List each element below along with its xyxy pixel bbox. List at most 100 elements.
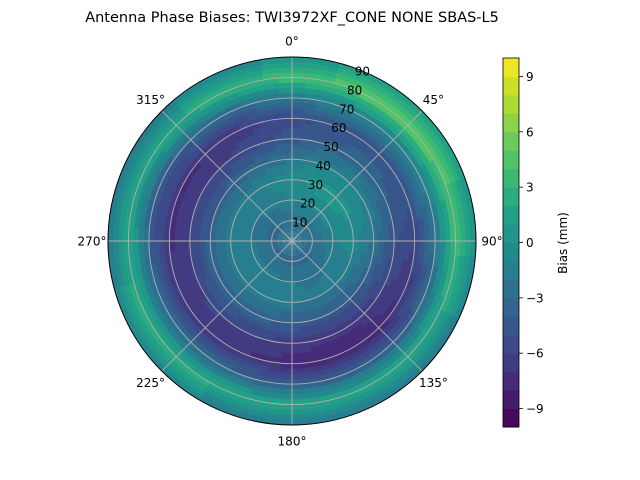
- heatmap-cell: [198, 301, 210, 314]
- heatmap-cell: [214, 266, 223, 276]
- heatmap-cell: [276, 244, 283, 248]
- heatmap-cell: [282, 235, 288, 239]
- heatmap-cell: [276, 393, 292, 401]
- heatmap-cell: [384, 286, 395, 299]
- heatmap-cell: [171, 160, 184, 175]
- heatmap-cell: [185, 169, 197, 183]
- heatmap-cell: [283, 189, 289, 196]
- heatmap-cell: [137, 279, 148, 296]
- heatmap-cell: [282, 205, 287, 212]
- heatmap-cell: [124, 147, 139, 166]
- heatmap-cell: [285, 163, 293, 170]
- heatmap-cell: [252, 341, 265, 351]
- heatmap-cell: [332, 241, 339, 246]
- heatmap-cell: [353, 241, 360, 248]
- heatmap-cell: [331, 389, 349, 400]
- heatmap-cell: [335, 72, 354, 84]
- heatmap-cell: [228, 62, 248, 73]
- heatmap-cell: [284, 312, 292, 319]
- heatmap-cell: [198, 281, 208, 293]
- heatmap-cell: [292, 199, 297, 206]
- heatmap-cell: [150, 109, 167, 127]
- heatmap-cell: [172, 110, 189, 126]
- heatmap-cell: [128, 165, 140, 184]
- heatmap-cell: [325, 311, 336, 321]
- heatmap-cell: [275, 143, 285, 151]
- heatmap-cell: [283, 243, 289, 248]
- heatmap-cell: [280, 259, 286, 266]
- azimuth-tick-label: 180°: [278, 435, 307, 449]
- heatmap-cell: [277, 184, 284, 192]
- heatmap-cell: [290, 347, 302, 355]
- heatmap-cell: [274, 190, 281, 198]
- heatmap-cell: [312, 253, 320, 260]
- heatmap-cell: [351, 223, 359, 231]
- heatmap-cell: [271, 233, 278, 238]
- heatmap-cell: [235, 249, 243, 256]
- heatmap-cell: [296, 241, 303, 244]
- heatmap-cell: [278, 246, 284, 251]
- heatmap-cell: [331, 87, 348, 98]
- heatmap-cell: [153, 190, 163, 206]
- heatmap-cell: [240, 248, 248, 255]
- heatmap-cell: [132, 225, 140, 241]
- heatmap-cell: [133, 183, 144, 200]
- heatmap-cell: [361, 387, 380, 400]
- heatmap-cell: [157, 348, 173, 365]
- heatmap-cell: [281, 200, 287, 207]
- heatmap-cell: [291, 286, 297, 293]
- heatmap-cell: [444, 268, 454, 286]
- heatmap-cell: [277, 234, 283, 238]
- heatmap-cell: [346, 356, 362, 368]
- colorbar-tick-label: 0: [526, 236, 534, 250]
- heatmap-cell: [344, 351, 359, 363]
- heatmap-cell: [363, 320, 376, 333]
- colorbar-level: [503, 279, 519, 299]
- heatmap-cell: [200, 312, 213, 325]
- heatmap-cell: [292, 241, 294, 247]
- heatmap-cell: [288, 266, 292, 273]
- heatmap-cell: [297, 169, 306, 176]
- heatmap-cell: [170, 144, 184, 159]
- heatmap-cell: [373, 302, 385, 315]
- heatmap-cell: [419, 229, 426, 243]
- heatmap-cell: [306, 244, 313, 249]
- colorbar: [502, 57, 520, 428]
- heatmap-cell: [282, 260, 287, 267]
- heatmap-cell: [295, 234, 301, 239]
- heatmap-cell: [302, 212, 308, 220]
- heatmap-cell: [252, 153, 264, 163]
- heatmap-cell: [259, 222, 266, 229]
- heatmap-cell: [327, 375, 343, 386]
- heatmap-cell: [203, 191, 213, 203]
- heatmap-cell: [298, 210, 304, 218]
- heatmap-cell: [181, 138, 196, 153]
- heatmap-cell: [192, 204, 202, 216]
- heatmap-cell: [122, 224, 130, 241]
- heatmap-cell: [213, 66, 233, 79]
- heatmap-cell: [290, 235, 292, 241]
- heatmap-cell: [276, 212, 282, 219]
- heatmap-cell: [402, 342, 418, 359]
- heatmap-cell: [275, 219, 281, 226]
- heatmap-cell: [292, 112, 305, 119]
- heatmap-cell: [317, 89, 334, 99]
- heatmap-cell: [211, 349, 226, 362]
- heatmap-cell: [291, 302, 298, 309]
- heatmap-cell: [398, 188, 409, 202]
- heatmap-cell: [336, 409, 356, 420]
- heatmap-cell: [196, 369, 213, 384]
- heatmap-cell: [252, 89, 268, 98]
- heatmap-cell: [389, 193, 399, 206]
- heatmap-cell: [199, 247, 207, 258]
- heatmap-cell: [260, 242, 267, 247]
- heatmap-cell: [229, 365, 245, 377]
- heatmap-cell: [292, 57, 311, 63]
- heatmap-cell: [302, 263, 308, 270]
- heatmap-cell: [143, 239, 150, 254]
- colorbar-level: [503, 150, 519, 170]
- heatmap-cell: [272, 341, 284, 349]
- heatmap-cell: [280, 264, 286, 272]
- heatmap-cell: [297, 306, 305, 313]
- polar-grid: [107, 56, 477, 426]
